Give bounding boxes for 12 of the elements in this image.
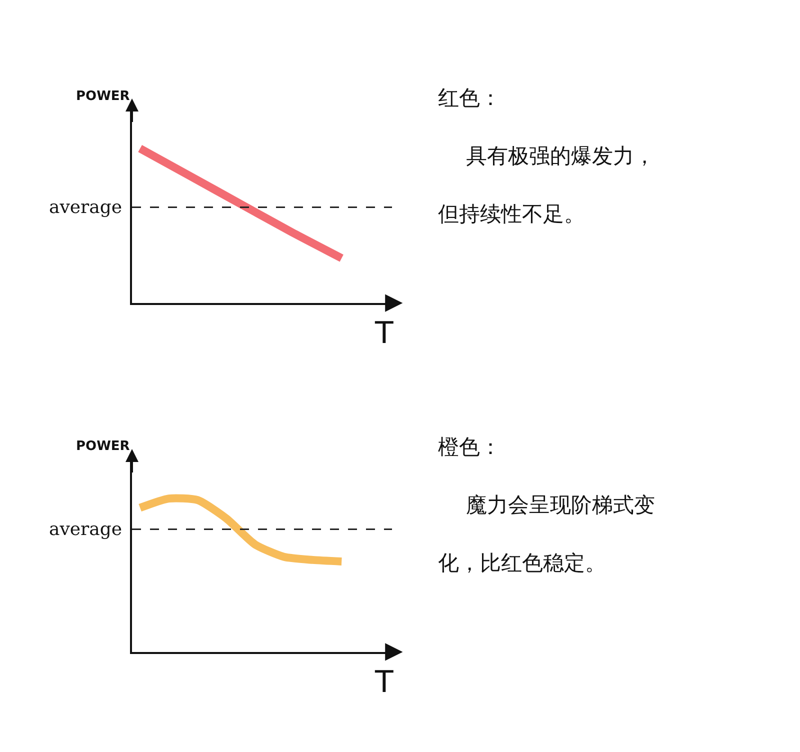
x-axis-title: T: [374, 665, 394, 700]
x-axis-title: T: [374, 316, 394, 351]
text: 化，比红色稳定。: [438, 551, 606, 575]
ref-line-label: average: [49, 519, 122, 540]
text: 魔力会呈现阶梯式变: [466, 493, 655, 517]
y-axis-title: POWER: [76, 89, 130, 104]
y-axis-title: POWER: [76, 439, 130, 454]
text: 具有极强的爆发力，: [466, 144, 655, 168]
text: 但持续性不足。: [438, 202, 585, 226]
ref-line-label: average: [49, 197, 122, 218]
text: 橙色：: [438, 435, 501, 459]
text: 红色：: [438, 86, 501, 110]
